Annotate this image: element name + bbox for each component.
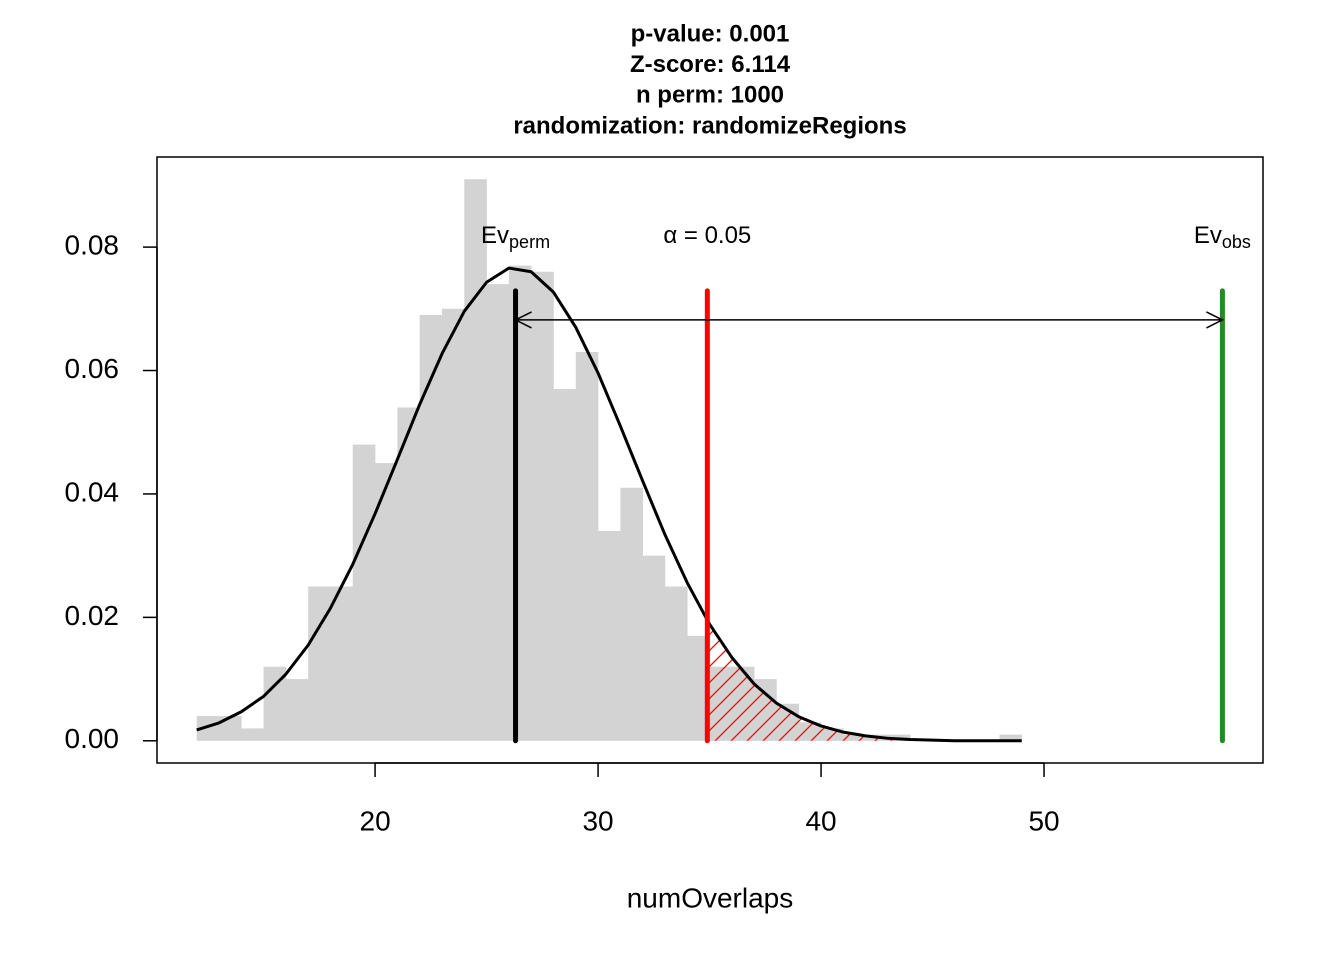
histogram-bar [553,389,577,741]
x-tick-label: 30 [582,805,613,836]
marker-label: Evperm [481,222,550,251]
marker-label-text: α = 0.05 [663,222,751,249]
chart-title: randomization: randomizeRegions [513,112,906,139]
chart-title: n perm: 1000 [636,82,784,109]
histogram-bar [620,487,643,741]
marker-label: Evobs [1194,222,1251,251]
histogram-bar [687,635,710,741]
histogram-bar [308,586,331,741]
histogram-bar [486,284,510,741]
histogram-bar [196,716,220,741]
x-tick-label: 50 [1028,805,1059,836]
histogram-bar [441,308,465,741]
histogram-bar [531,271,554,741]
histogram-bar [397,407,420,741]
y-tick-label: 0.04 [65,476,120,507]
histogram-bar [642,555,666,741]
chart-title: Z-score: 6.114 [630,51,791,78]
marker-label-text: Ev [481,222,509,249]
chart-title: p-value: 0.001 [631,20,790,47]
histogram-bar [263,666,287,741]
histogram-bar [241,728,264,741]
y-tick-label: 0.02 [65,600,120,631]
histogram-bar [419,314,443,741]
histogram-bar [575,352,599,741]
histogram-bar [352,444,376,741]
histogram-bar [598,530,621,741]
histogram-bar [464,179,487,741]
histogram-bar [999,734,1023,741]
marker-label-sub: obs [1222,232,1251,252]
marker-label-text: Ev [1194,222,1222,249]
difference-arrow [513,311,1225,329]
histogram-bar [330,586,354,741]
histogram-bar [285,679,309,741]
marker-label: α = 0.05 [663,222,751,249]
marker-label-sub: perm [509,232,550,252]
y-tick-label: 0.00 [65,723,120,754]
histogram-bar [218,716,242,741]
density-curve [196,266,1022,743]
histogram-bar [664,586,688,741]
y-tick-label: 0.06 [65,353,120,384]
y-tick-label: 0.08 [65,229,120,260]
x-axis-label: numOverlaps [627,882,794,913]
histogram-bar [508,265,532,741]
histogram-bar [375,463,398,741]
x-tick-label: 40 [805,805,836,836]
x-tick-label: 20 [360,805,391,836]
